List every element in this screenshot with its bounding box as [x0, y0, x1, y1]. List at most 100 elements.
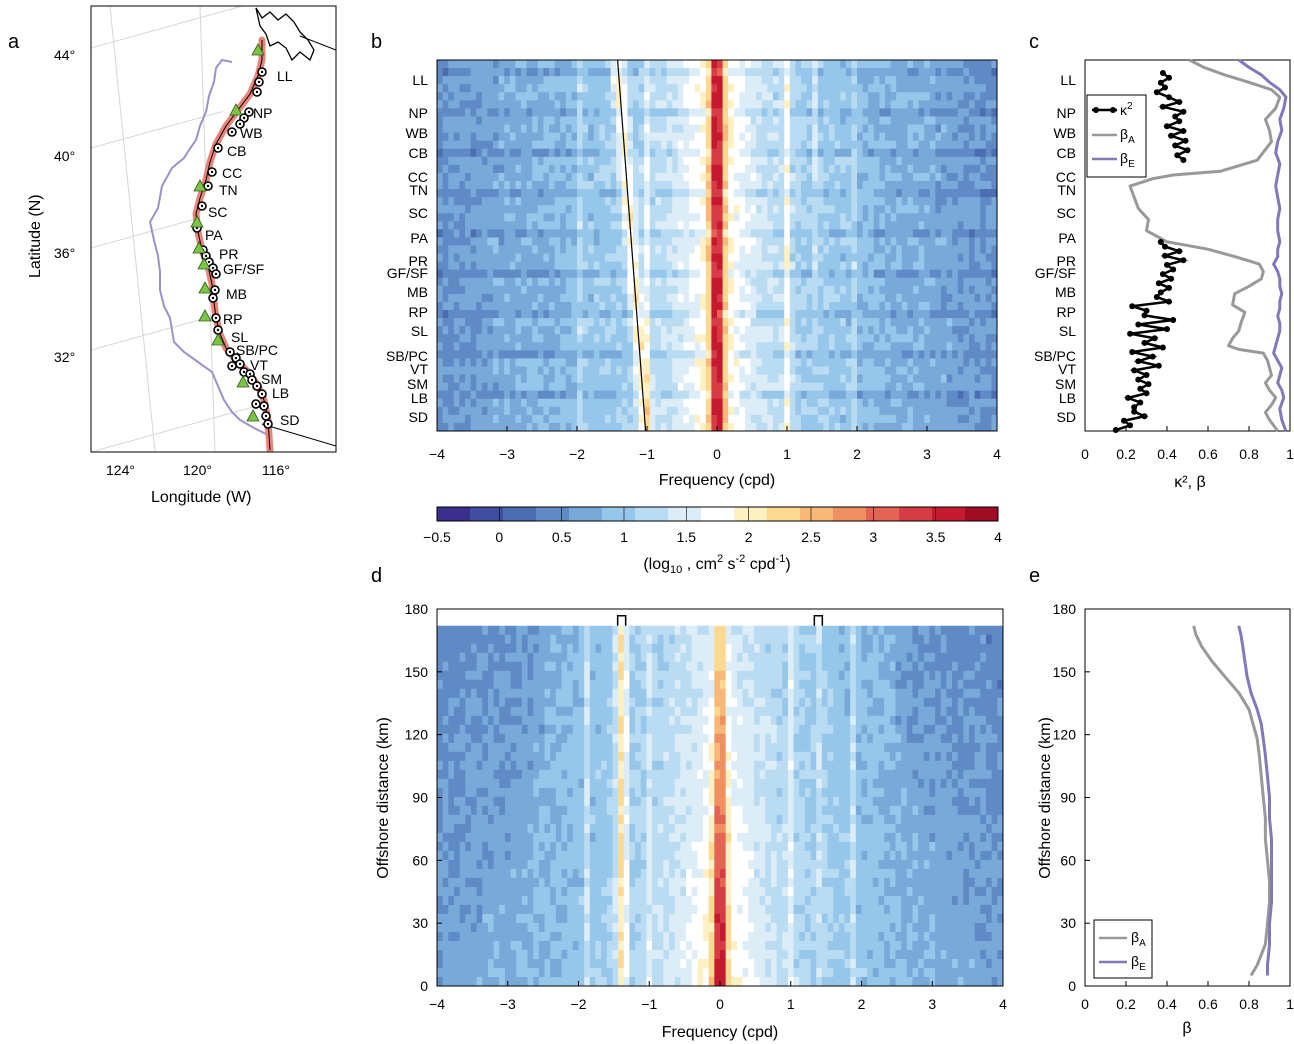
heatmap-b-cell: [728, 180, 735, 190]
heatmap-b-cell: [689, 197, 695, 206]
heatmap-b-cell: [778, 205, 785, 214]
heatmap-b-cell: [649, 116, 656, 125]
heatmap-b-cell: [969, 414, 975, 424]
heatmap-b-cell: [582, 245, 589, 254]
heatmap-b-cell: [582, 310, 589, 319]
heatmap-b-cell: [537, 366, 544, 375]
heatmap-b-cell: [470, 382, 477, 392]
heatmap-b-cell: [700, 414, 707, 424]
heatmap-b-cell: [672, 229, 679, 238]
heatmap-b-cell: [963, 382, 970, 392]
heatmap-b-cell: [700, 221, 707, 230]
heatmap-b-cell: [560, 140, 567, 150]
heatmap-b-cell: [666, 390, 673, 400]
heatmap-b-cell: [599, 245, 606, 254]
heatmap-b-cell: [644, 261, 651, 271]
heatmap-b-cell: [532, 124, 539, 133]
heatmap-b-cell: [554, 156, 561, 166]
kappa-point: [1159, 271, 1166, 278]
heatmap-b-cell: [627, 197, 634, 206]
heatmap-b-cell: [862, 213, 869, 222]
heatmap-b-cell: [448, 116, 455, 125]
heatmap-b-cell: [666, 60, 673, 69]
heatmap-b-cell: [868, 140, 875, 150]
heatmap-b-cell: [599, 156, 606, 166]
legend-kappa-marker-2: [1110, 107, 1116, 113]
heatmap-b-cell: [476, 414, 483, 424]
heatmap-b-cell: [739, 269, 746, 279]
heatmap-b-cell: [935, 108, 942, 117]
heatmap-b-cell: [521, 76, 527, 85]
heatmap-d-cell: [680, 625, 687, 636]
heatmap-b-cell: [862, 189, 869, 198]
heatmap-b-cell: [801, 76, 807, 85]
heatmap-b-cell: [918, 390, 925, 400]
heatmap-b-cell: [868, 269, 875, 279]
heatmap-b-cell: [515, 108, 522, 117]
heatmap-b-cell: [812, 301, 819, 311]
heatmap-b-cell: [694, 301, 701, 311]
heatmap-b-cell: [868, 156, 875, 166]
heatmap-b-cell: [829, 358, 835, 367]
heatmap-b-cell: [627, 374, 634, 384]
heatmap-b-cell: [526, 213, 533, 222]
heatmap-b-cell: [437, 164, 443, 174]
heatmap-b-cell: [963, 374, 970, 384]
heatmap-b-cell: [812, 108, 819, 117]
heatmap-b-cell: [767, 310, 774, 319]
heatmap-b-cell: [582, 358, 589, 367]
heatmap-b-cell: [728, 310, 735, 319]
heatmap-b-cell: [812, 164, 819, 174]
heatmap-b-cell: [470, 60, 477, 69]
heatmap-b-cell: [924, 156, 931, 166]
heatmap-b-cell: [907, 285, 914, 295]
colorbar-swatch: [899, 507, 933, 521]
heatmap-b-cell: [498, 180, 505, 190]
heatmap-b-cell: [677, 229, 684, 238]
heatmap-b-cell: [974, 237, 981, 246]
heatmap-b-cell: [862, 422, 869, 432]
heatmap-b-cell: [879, 390, 886, 400]
heatmap-b-cell: [448, 261, 455, 271]
heatmap-b-cell: [868, 172, 875, 182]
heatmap-b-cell: [873, 132, 880, 142]
heatmap-b-cell: [913, 205, 919, 214]
heatmap-b-cell: [717, 76, 723, 85]
kappa-point: [1176, 248, 1183, 255]
heatmap-b-cell: [918, 310, 925, 319]
heatmap-b-cell: [644, 116, 651, 125]
heatmap-b-cell: [845, 140, 852, 150]
heatmap-b-cell: [621, 358, 628, 367]
heatmap-b-cell: [532, 277, 539, 287]
heatmap-b-cell: [644, 269, 651, 279]
heatmap-b-cell: [616, 382, 623, 392]
heatmap-b-cell: [801, 269, 807, 279]
heatmap-b-cell: [621, 164, 628, 174]
colorbar-swatch: [437, 507, 471, 521]
heatmap-b-cell: [985, 253, 992, 263]
heatmap-b-cell: [812, 100, 819, 109]
heatmap-b-cell: [694, 237, 701, 246]
heatmap-b-cell: [773, 237, 779, 246]
heatmap-b-cell: [498, 132, 505, 142]
heatmap-b-cell: [728, 229, 735, 238]
heatmap-b-cell: [717, 140, 723, 150]
heatmap-b-cell: [941, 318, 947, 327]
heatmap-b-cell: [862, 68, 869, 77]
heatmap-b-cell: [633, 261, 639, 271]
heatmap-b-cell: [649, 156, 656, 166]
heatmap-b-cell: [896, 132, 903, 142]
heatmap-b-cell: [504, 148, 511, 158]
heatmap-b-cell: [924, 382, 931, 392]
heatmap-b-cell: [750, 342, 757, 351]
heatmap-b-cell: [957, 237, 964, 246]
heatmap-b-cell: [840, 374, 847, 384]
heatmap-b-cell: [627, 156, 634, 166]
heatmap-b-cell: [789, 398, 796, 408]
heatmap-b-cell: [481, 92, 488, 101]
station-marker-center: [255, 90, 259, 94]
heatmap-b-cell: [924, 390, 931, 400]
heatmap-b-cell: [537, 406, 544, 416]
heatmap-b-cell: [823, 148, 830, 158]
heatmap-b-cell: [549, 366, 555, 375]
